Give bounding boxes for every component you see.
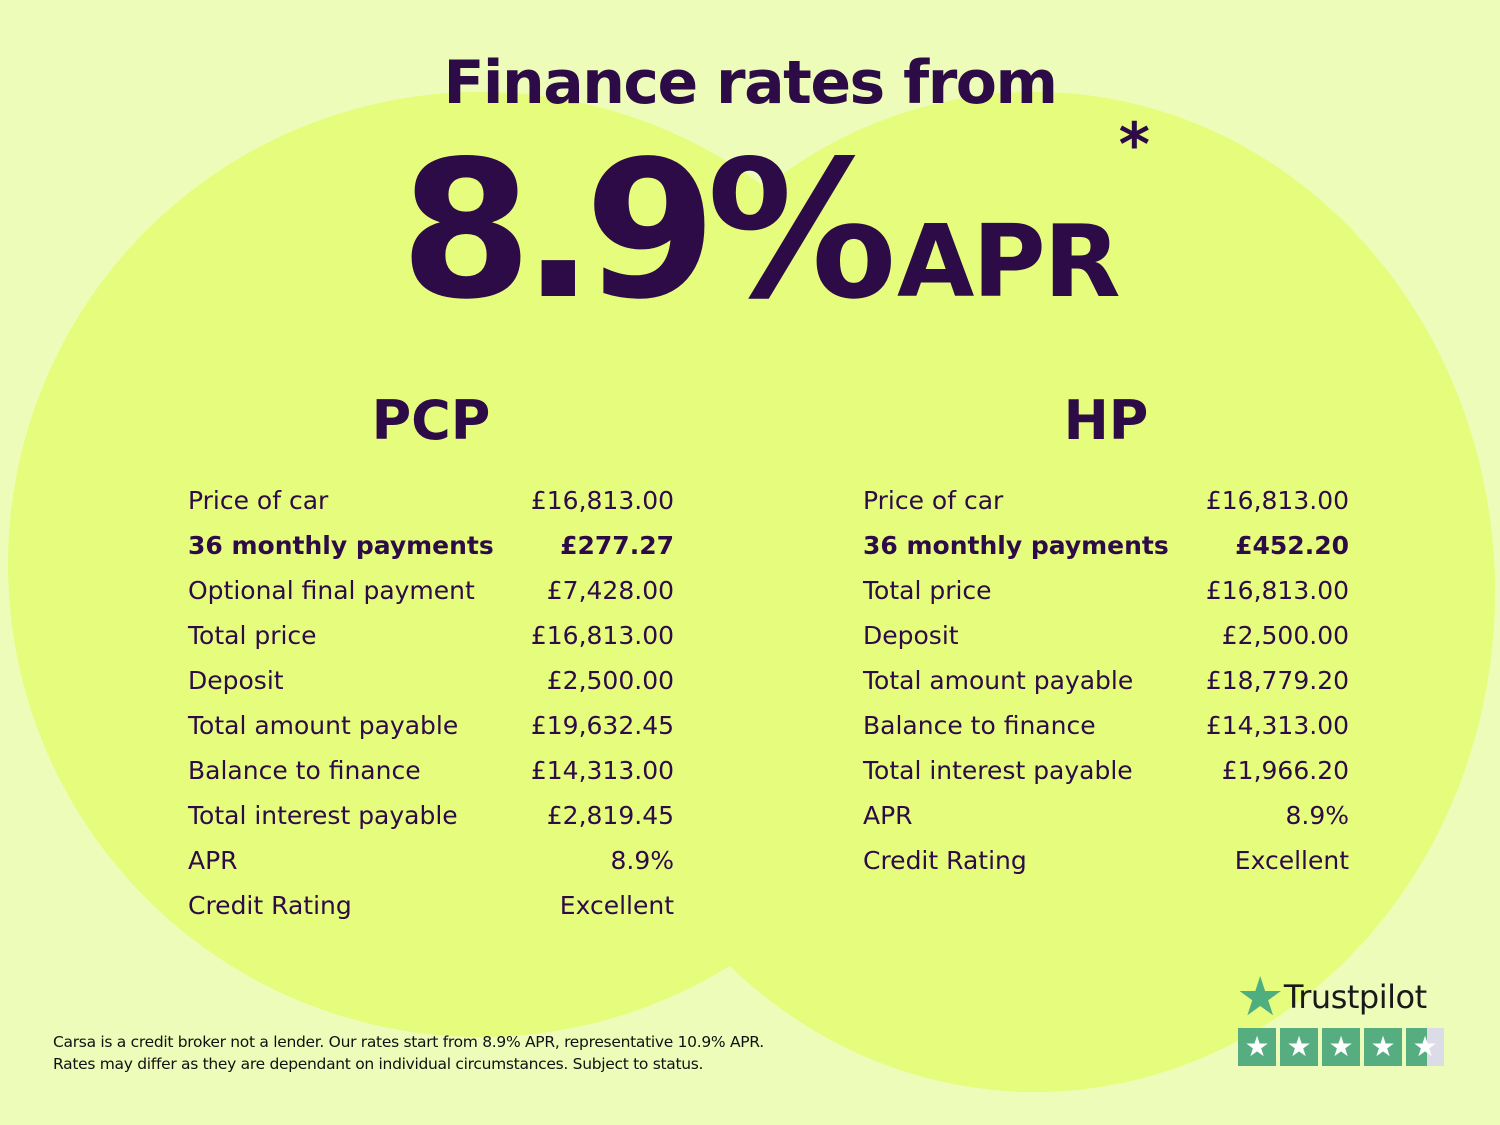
row-value: £14,313.00 <box>1205 711 1349 740</box>
trustpilot-rating: ★ ★ ★ ★ ★ <box>1238 1028 1444 1066</box>
row-label: Balance to finance <box>188 756 421 785</box>
row-label: Total amount payable <box>188 711 459 740</box>
hp-table: HP Price of car £16,813.00 36 monthly paym… <box>863 388 1349 883</box>
table-row: Balance to finance £14,313.00 <box>188 748 674 793</box>
trustpilot-name: Trustpilot <box>1283 978 1427 1016</box>
trustpilot-star-icon: ★ <box>1236 965 1284 1028</box>
background-circle-right <box>575 92 1495 1092</box>
trustpilot-logo: ★ Trustpilot <box>1236 965 1444 1028</box>
headline-title: Finance rates from <box>443 48 1058 118</box>
table-row: Total amount payable £18,779.20 <box>863 658 1349 703</box>
row-value: £2,500.00 <box>1221 621 1349 650</box>
row-label: Total amount payable <box>863 666 1134 695</box>
table-row: Credit Rating Excellent <box>863 838 1349 883</box>
disclaimer: Carsa is a credit broker not a lender. O… <box>53 1031 764 1075</box>
table-row: 36 monthly payments £452.20 <box>863 523 1349 568</box>
row-label: APR <box>188 846 238 875</box>
row-label: Balance to finance <box>863 711 1096 740</box>
row-label: Total price <box>188 621 317 650</box>
hp-title: HP <box>1063 389 1149 452</box>
row-label: Credit Rating <box>863 846 1027 875</box>
row-value: £2,500.00 <box>546 666 674 695</box>
row-value: £7,428.00 <box>546 576 674 605</box>
row-label: Optional final payment <box>188 576 475 605</box>
table-row: Deposit £2,500.00 <box>188 658 674 703</box>
row-label: Deposit <box>863 621 959 650</box>
row-value: £19,632.45 <box>530 711 674 740</box>
row-value: £2,819.45 <box>546 801 674 830</box>
row-value: 8.9% <box>610 846 674 875</box>
table-row: Total price £16,813.00 <box>188 613 674 658</box>
pcp-table: PCP Price of car £16,813.00 36 monthly pay… <box>188 388 674 928</box>
headline-rate: 8.9% APR * <box>400 110 1150 341</box>
table-row: APR 8.9% <box>188 838 674 883</box>
table-row: Total price £16,813.00 <box>863 568 1349 613</box>
row-value: Excellent <box>559 891 674 920</box>
pcp-title: PCP <box>371 389 491 452</box>
rating-star-icon: ★ <box>1322 1028 1360 1066</box>
table-row: Credit Rating Excellent <box>188 883 674 928</box>
row-value: £18,779.20 <box>1205 666 1349 695</box>
row-label: Price of car <box>863 486 1004 515</box>
apr-label: APR <box>896 203 1121 320</box>
row-label: APR <box>863 801 913 830</box>
row-label: Total interest payable <box>863 756 1133 785</box>
row-value: £1,966.20 <box>1221 756 1349 785</box>
asterisk: * <box>1118 110 1151 180</box>
rating-star-icon: ★ <box>1364 1028 1402 1066</box>
table-row: Deposit £2,500.00 <box>863 613 1349 658</box>
rating-star-icon: ★ <box>1238 1028 1276 1066</box>
table-row: APR 8.9% <box>863 793 1349 838</box>
row-label: Total price <box>863 576 992 605</box>
table-row: Total interest payable £2,819.45 <box>188 793 674 838</box>
row-value: 8.9% <box>1285 801 1349 830</box>
row-value: £14,313.00 <box>530 756 674 785</box>
table-row: Total amount payable £19,632.45 <box>188 703 674 748</box>
row-label: 36 monthly payments <box>863 531 1169 560</box>
rating-star-icon: ★ <box>1406 1028 1444 1066</box>
trustpilot-badge: ★ Trustpilot ★ ★ ★ ★ ★ <box>1236 965 1444 1066</box>
row-value: £277.27 <box>560 531 674 560</box>
rate-value: 8.9% <box>400 120 897 341</box>
row-label: Deposit <box>188 666 284 695</box>
row-value: £452.20 <box>1235 531 1349 560</box>
row-label: Total interest payable <box>188 801 458 830</box>
row-value: £16,813.00 <box>530 621 674 650</box>
table-row: 36 monthly payments £277.27 <box>188 523 674 568</box>
row-value: £16,813.00 <box>530 486 674 515</box>
disclaimer-line-2: Rates may differ as they are dependant o… <box>53 1055 704 1073</box>
row-label: Credit Rating <box>188 891 352 920</box>
rating-star-icon: ★ <box>1280 1028 1318 1066</box>
table-row: Price of car £16,813.00 <box>863 478 1349 523</box>
row-label: 36 monthly payments <box>188 531 494 560</box>
row-label: Price of car <box>188 486 329 515</box>
table-row: Optional final payment £7,428.00 <box>188 568 674 613</box>
row-value: £16,813.00 <box>1205 486 1349 515</box>
disclaimer-line-1: Carsa is a credit broker not a lender. O… <box>53 1033 764 1051</box>
row-value: £16,813.00 <box>1205 576 1349 605</box>
table-row: Total interest payable £1,966.20 <box>863 748 1349 793</box>
table-row: Price of car £16,813.00 <box>188 478 674 523</box>
table-row: Balance to finance £14,313.00 <box>863 703 1349 748</box>
row-value: Excellent <box>1234 846 1349 875</box>
